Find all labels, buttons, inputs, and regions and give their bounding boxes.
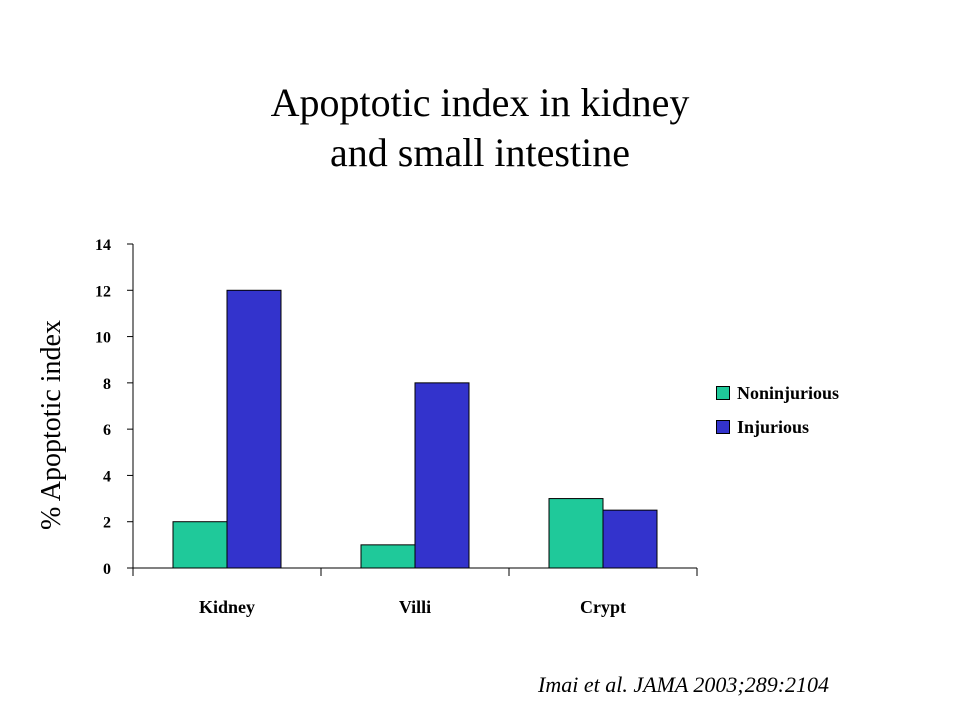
legend-label-noninjurious: Noninjurious	[737, 382, 840, 403]
legend-label-injurious: Injurious	[737, 416, 810, 437]
y-tick-label-8: 8	[103, 376, 111, 393]
x-tick-label-crypt: Crypt	[580, 597, 626, 617]
bar-noninjurious-crypt	[548, 498, 604, 569]
x-tick-label-villi: Villi	[399, 597, 431, 617]
x-tick-label-kidney: Kidney	[199, 597, 255, 617]
legend: Noninjurious Injurious	[716, 381, 839, 449]
citation: Imai et al. JAMA 2003;289:2104	[538, 672, 830, 697]
y-tick-label-6: 6	[103, 422, 111, 439]
y-tick-label-2: 2	[103, 515, 111, 532]
chart-title-line-2: and small intestine	[330, 130, 630, 175]
legend-swatch-injurious	[716, 420, 730, 434]
chart-title-line-1: Apoptotic index in kidney	[270, 80, 690, 125]
legend-swatch-noninjurious	[716, 386, 730, 400]
bar-injurious-kidney	[226, 289, 282, 569]
bar-injurious-crypt	[602, 509, 658, 569]
y-tick-label-10: 10	[95, 330, 111, 347]
bar-noninjurious-villi	[360, 544, 416, 569]
bar-noninjurious-kidney	[172, 521, 228, 569]
y-tick-label-14: 14	[95, 237, 111, 254]
y-tick-label-12: 12	[95, 283, 111, 300]
legend-item-injurious: Injurious	[716, 415, 839, 439]
chart-title: Apoptotic index in kidney and small inte…	[0, 78, 960, 178]
bar-injurious-villi	[414, 382, 470, 569]
y-tick-label-0: 0	[103, 561, 111, 578]
legend-item-noninjurious: Noninjurious	[716, 381, 839, 405]
y-tick-label-4: 4	[103, 468, 111, 485]
